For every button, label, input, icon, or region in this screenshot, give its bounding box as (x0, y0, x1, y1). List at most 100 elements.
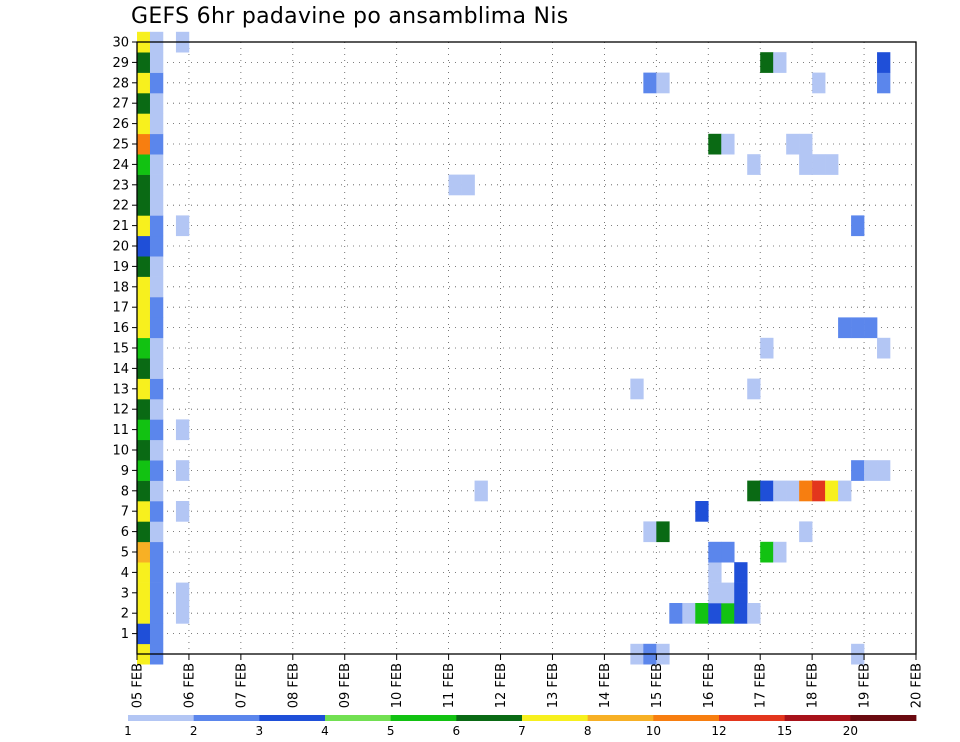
y-tick-label: 14 (112, 362, 129, 377)
colorbar-segment (587, 715, 654, 721)
heatmap-cell (137, 501, 151, 522)
heatmap-cell (149, 276, 164, 298)
heatmap-cell (137, 460, 151, 481)
heatmap-cell (137, 582, 151, 604)
colorbar-label: 7 (518, 724, 526, 738)
colorbar-segment (784, 715, 851, 721)
heatmap-cell (461, 174, 475, 196)
colorbar-label: 1 (124, 724, 132, 738)
heatmap-cell (786, 480, 800, 502)
heatmap-cell (747, 378, 761, 400)
colorbar-segment (653, 715, 720, 721)
y-tick-label: 13 (112, 382, 129, 397)
heatmap-cell (877, 52, 891, 73)
heatmap-cell (630, 378, 644, 400)
heatmap-cell (149, 52, 164, 73)
colorbar-label: 15 (777, 724, 792, 738)
y-tick-label: 25 (112, 138, 129, 153)
heatmap-cell (773, 52, 787, 73)
heatmap-cell (149, 501, 164, 522)
heatmap-cell (695, 603, 709, 624)
heatmap-cell (760, 52, 774, 73)
colorbar-label: 4 (321, 724, 329, 738)
heatmap-cell (825, 154, 839, 175)
heatmap-cell (786, 133, 800, 155)
y-tick-label: 29 (112, 56, 129, 71)
x-tick-label: 19 FEB (858, 663, 873, 708)
heatmap-cell (137, 195, 151, 216)
y-tick-label: 3 (121, 586, 129, 601)
heatmap-cell (149, 521, 164, 543)
heatmap-cell (734, 582, 748, 604)
heatmap-cell (474, 480, 488, 502)
heatmap-cell (149, 603, 164, 624)
heatmap-cell (799, 154, 813, 175)
heatmap-cell (760, 480, 774, 502)
heatmap-cell (149, 215, 164, 237)
heatmap-cell (175, 419, 190, 441)
heatmap-cell (137, 72, 151, 94)
heatmap-cell (149, 297, 164, 318)
x-tick-label: 11 FEB (442, 663, 457, 708)
y-tick-label: 23 (112, 178, 129, 193)
heatmap-cell (708, 133, 722, 155)
heatmap-cell (695, 501, 709, 522)
heatmap-cells (137, 31, 891, 665)
heatmap-cell (851, 317, 865, 339)
y-tick-label: 24 (112, 158, 129, 173)
colorbar-label: 3 (256, 724, 264, 738)
heatmap-cell (838, 480, 852, 502)
heatmap-cell (799, 480, 813, 502)
heatmap-cell (137, 235, 151, 257)
heatmap-cell (448, 174, 462, 196)
y-tick-label: 4 (121, 566, 129, 581)
y-tick-label: 5 (121, 546, 129, 561)
heatmap-cell (137, 439, 151, 461)
heatmap-cell (877, 72, 891, 94)
heatmap-cell (643, 72, 657, 94)
heatmap-cell (149, 235, 164, 257)
colorbar-label: 8 (584, 724, 592, 738)
heatmap-cell (137, 603, 151, 624)
y-tick-label: 17 (112, 301, 129, 316)
heatmap-cell (149, 562, 164, 583)
heatmap-cell (643, 521, 657, 543)
heatmap-cell (137, 541, 151, 563)
y-tick-label: 20 (112, 240, 129, 255)
y-tick-label: 1 (121, 627, 129, 642)
heatmap-cell (175, 460, 190, 481)
heatmap-cell (149, 623, 164, 645)
x-tick-label: 18 FEB (806, 663, 821, 708)
colorbar: 1 2 3 4 5 6 7 8 10 12 15 20 (124, 715, 917, 738)
heatmap-cell (812, 72, 826, 94)
x-tick-label: 07 FEB (234, 663, 249, 708)
heatmap-cell (137, 174, 151, 196)
heatmap-cell (734, 562, 748, 583)
y-tick-label: 22 (112, 199, 129, 214)
colorbar-segment (193, 715, 260, 721)
chart-title: GEFS 6hr padavine po ansamblima Nis (131, 4, 569, 29)
y-tick-label: 26 (112, 117, 129, 132)
heatmap-cell (137, 133, 151, 155)
heatmap-cell (812, 480, 826, 502)
heatmap-cell (864, 460, 878, 481)
heatmap-cell (721, 541, 735, 563)
heatmap-cell (669, 603, 683, 624)
x-tick-label: 16 FEB (702, 663, 717, 708)
heatmap-cell (773, 480, 787, 502)
y-tick-label: 2 (121, 607, 129, 622)
heatmap-cell (149, 337, 164, 359)
heatmap-cell (838, 317, 852, 339)
colorbar-segment (522, 715, 589, 721)
heatmap-cell (799, 133, 813, 155)
y-tick-label: 28 (112, 76, 129, 91)
heatmap-cell (149, 133, 164, 155)
heatmap-cell (149, 317, 164, 339)
heatmap-cell (137, 480, 151, 502)
heatmap-cell (137, 378, 151, 400)
heatmap-cell (137, 297, 151, 318)
heatmap-cell (747, 480, 761, 502)
heatmap-cell (734, 603, 748, 624)
heatmap-cell (137, 93, 151, 114)
